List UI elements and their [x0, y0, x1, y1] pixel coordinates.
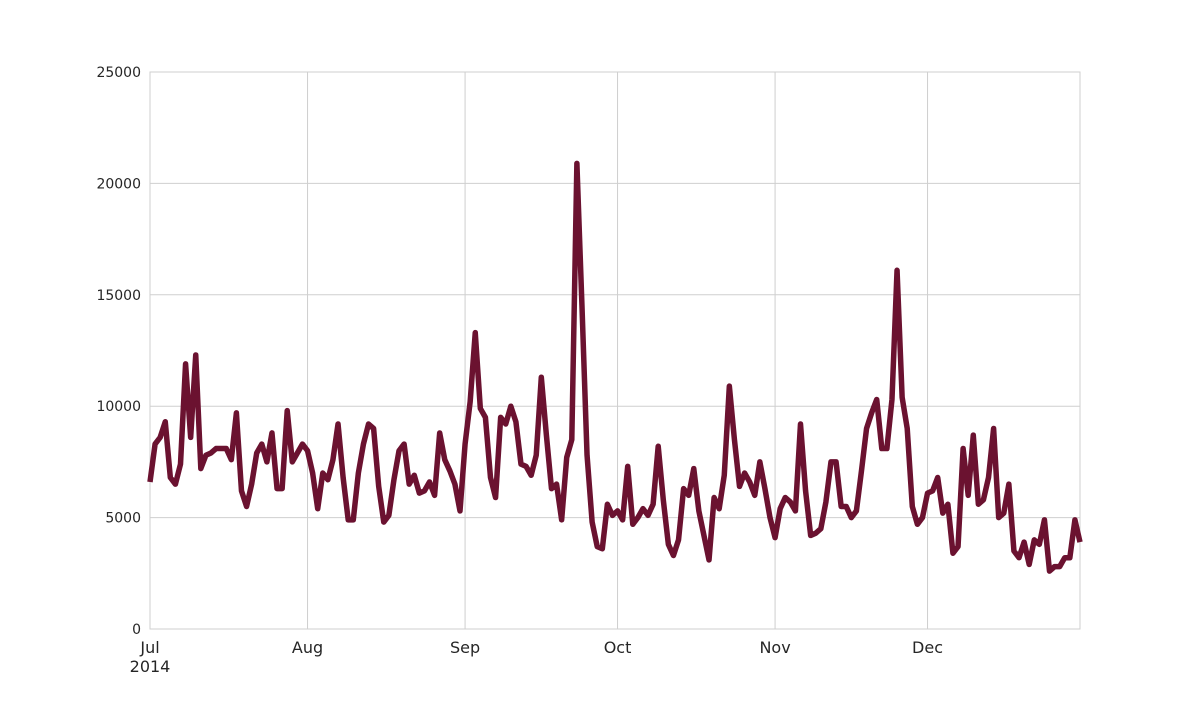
y-tick-label: 15000 — [96, 288, 141, 304]
x-tick-label: Jul 2014 — [130, 638, 171, 676]
line — [147, 160, 1083, 574]
x-tick-label: Sep — [450, 638, 480, 657]
y-tick-label: 25000 — [96, 65, 141, 81]
x-tick-label: Aug — [292, 638, 323, 657]
y-tick-label: 20000 — [96, 176, 141, 192]
x-tick-label: Oct — [604, 638, 632, 657]
plot-area — [149, 71, 1081, 630]
x-tick-label: Nov — [759, 638, 790, 657]
y-tick-label: 5000 — [105, 511, 141, 527]
y-tick-label: 0 — [132, 622, 141, 638]
x-tick-label: Dec — [912, 638, 943, 657]
y-tick-label: 10000 — [96, 399, 141, 415]
